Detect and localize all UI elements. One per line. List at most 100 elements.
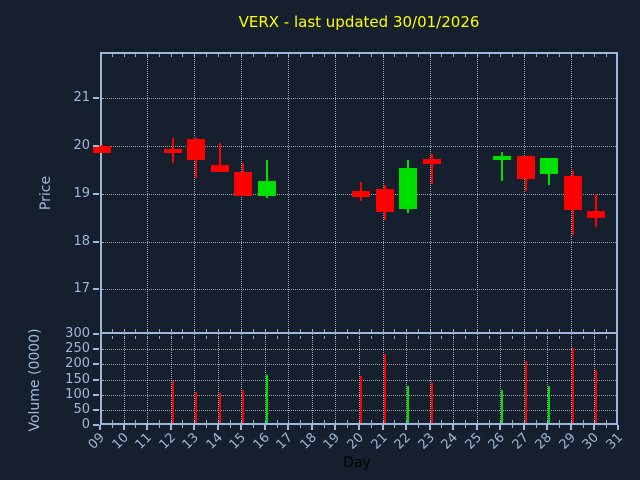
day-tick-label: 11 [132, 430, 155, 453]
day-minor-tick [582, 425, 584, 428]
volume-tick-mark [93, 363, 99, 366]
spine-inner-tick [453, 336, 455, 339]
volume-bar-day-20 [360, 376, 362, 423]
price-gridline [335, 54, 337, 332]
spine-inner-tick [111, 54, 113, 57]
spine-inner-tick [476, 54, 478, 57]
volume-gridline [217, 334, 219, 423]
spine-inner-tick [229, 329, 231, 332]
spine-inner-tick [276, 329, 278, 332]
spine-inner-tick [429, 329, 431, 332]
day-minor-tick [158, 425, 160, 428]
candle-wick-day-16 [265, 160, 268, 199]
day-minor-tick [547, 425, 549, 428]
volume-tick-mark [93, 408, 99, 411]
spine-inner-tick [523, 54, 525, 57]
spine-inner-tick [300, 54, 302, 57]
spine-inner-tick [253, 336, 255, 339]
candle-body-day-20 [352, 191, 370, 197]
volume-gridline [429, 334, 431, 423]
spine-inner-tick [264, 54, 266, 57]
spine-inner-tick [406, 54, 408, 57]
price-tick-label: 21 [73, 90, 90, 106]
day-tick-mark [617, 425, 619, 430]
spine-inner-tick [547, 329, 549, 332]
price-gridline [476, 54, 478, 332]
day-minor-tick [288, 425, 290, 428]
volume-bar-day-28 [548, 385, 551, 423]
volume-tick-label: 0 [81, 417, 90, 432]
spine-inner-tick [253, 420, 255, 423]
day-minor-tick [394, 425, 396, 428]
volume-gridline [523, 334, 525, 423]
spine-inner-tick [194, 329, 196, 332]
spine-inner-tick [135, 420, 137, 423]
day-minor-tick [170, 425, 172, 428]
spine-inner-tick [217, 329, 219, 332]
spine-inner-tick [158, 54, 160, 57]
spine-inner-tick [582, 329, 584, 332]
price-tick-mark [93, 288, 99, 291]
spine-inner-tick [335, 329, 337, 332]
price-gridline [102, 241, 616, 243]
spine-inner-tick [429, 54, 431, 57]
day-tick-label: 25 [462, 430, 485, 453]
spine-inner-tick [264, 420, 266, 423]
spine-inner-tick [229, 54, 231, 57]
spine-inner-tick [123, 54, 125, 57]
spine-inner-tick [123, 336, 125, 339]
spine-inner-tick [559, 329, 561, 332]
chart-title: VERX - last updated 30/01/2026 [238, 13, 480, 31]
spine-inner-tick [288, 54, 290, 57]
spine-inner-tick [276, 54, 278, 57]
spine-inner-tick [135, 54, 137, 57]
spine-inner-tick [559, 336, 561, 339]
price-tick-label: 20 [73, 138, 90, 153]
spine-inner-tick [559, 54, 561, 57]
spine-inner-tick [464, 336, 466, 339]
spine-inner-tick [594, 329, 596, 332]
day-tick-label: 17 [273, 430, 297, 453]
day-tick-label: 18 [297, 430, 320, 453]
spine-inner-tick [311, 336, 313, 339]
spine-inner-tick [547, 336, 549, 339]
volume-bar-day-12 [171, 381, 174, 423]
price-gridline [102, 289, 616, 291]
spine-inner-tick [170, 54, 172, 57]
spine-inner-tick [194, 54, 196, 57]
volume-gridline [170, 334, 172, 423]
volume-bar-day-21 [383, 353, 386, 423]
day-minor-tick [488, 425, 490, 428]
spine-inner-tick [323, 54, 325, 57]
spine-inner-tick [476, 336, 478, 339]
day-minor-tick [241, 425, 243, 428]
spine-inner-tick [370, 329, 372, 332]
spine-inner-tick [147, 336, 149, 339]
spine-inner-tick [594, 336, 596, 339]
spine-inner-tick [547, 420, 549, 423]
day-tick-label: 16 [250, 430, 273, 453]
volume-bar-day-13 [195, 391, 198, 423]
spine-inner-tick [323, 336, 325, 339]
day-tick-label: 10 [109, 430, 132, 453]
spine-inner-tick [205, 329, 207, 332]
price-axis-label: Price [38, 175, 54, 211]
volume-gridline [406, 334, 408, 423]
spine-inner-tick [311, 54, 313, 57]
day-minor-tick [476, 425, 478, 428]
spine-inner-tick [500, 420, 502, 423]
volume-gridline [570, 334, 572, 423]
spine-inner-tick [464, 420, 466, 423]
candle-body-day-27 [516, 156, 535, 179]
day-minor-tick [523, 425, 525, 428]
volume-bar-day-27 [524, 361, 527, 423]
spine-inner-tick [547, 54, 549, 57]
spine-inner-tick [288, 336, 290, 339]
volume-bar-day-15 [242, 390, 245, 423]
spine-inner-tick [535, 329, 537, 332]
spine-inner-tick [370, 336, 372, 339]
day-minor-tick [123, 425, 125, 428]
candle-body-day-12 [163, 148, 182, 154]
spine-inner-tick [288, 420, 290, 423]
spine-inner-tick [123, 420, 125, 423]
